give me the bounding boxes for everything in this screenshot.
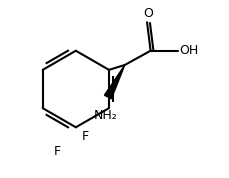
Text: O: O xyxy=(142,7,152,20)
Text: F: F xyxy=(82,130,89,143)
Text: OH: OH xyxy=(178,44,197,57)
Text: F: F xyxy=(53,145,60,158)
Polygon shape xyxy=(104,65,124,99)
Text: NH₂: NH₂ xyxy=(94,109,117,122)
